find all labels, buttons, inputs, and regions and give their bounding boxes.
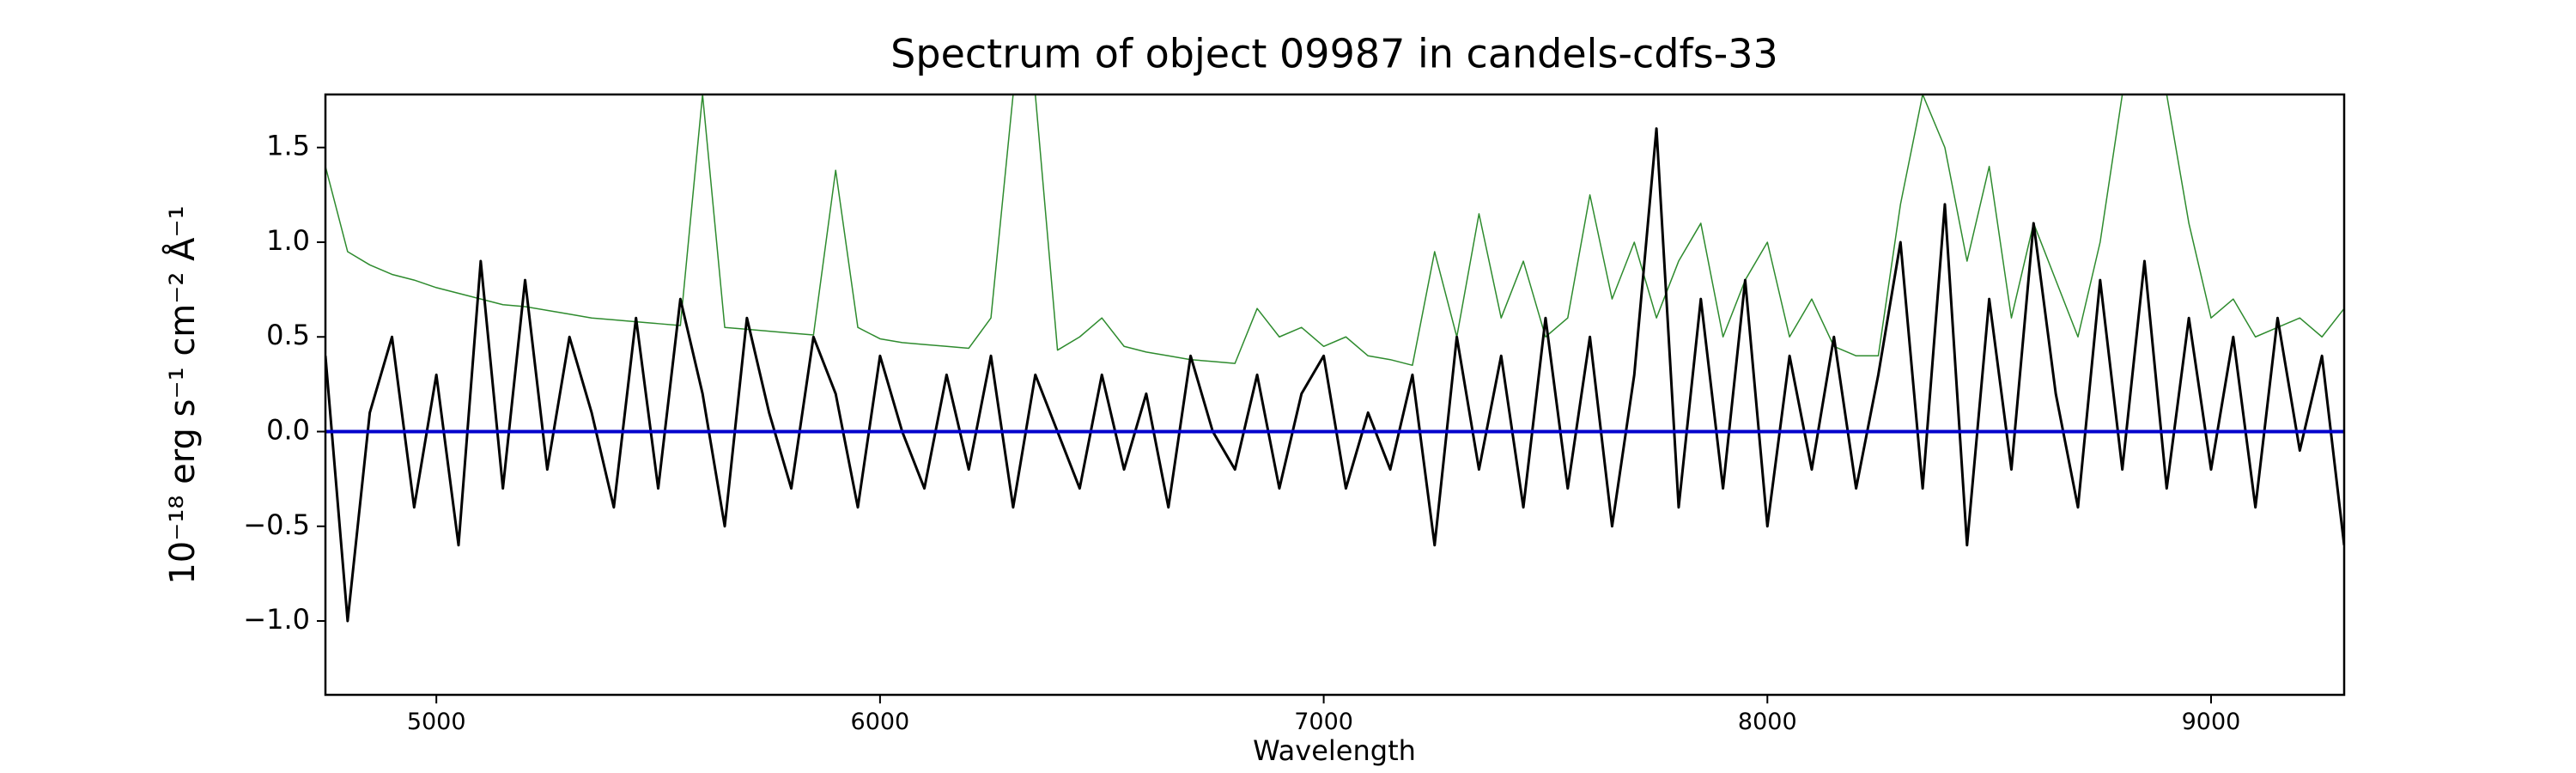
x-tick-label: 6000 — [851, 709, 910, 735]
plot-lines — [325, 94, 2344, 623]
plot-frame — [324, 93, 2346, 697]
y-tick-label: 1.5 — [266, 130, 310, 162]
x-tick-label: 9000 — [2182, 709, 2241, 735]
x-tick-label: 8000 — [1738, 709, 1797, 735]
y-tick-label: −0.5 — [243, 508, 310, 541]
x-axis-label: Wavelength — [1253, 734, 1416, 767]
x-tick-label: 5000 — [407, 709, 466, 735]
spectrum-line — [325, 94, 2344, 367]
spectrum-line — [325, 127, 2344, 623]
y-tick-label: 0.0 — [266, 413, 310, 446]
x-tick-label: 7000 — [1294, 709, 1353, 735]
chart-title: Spectrum of object 09987 in candels-cdfs… — [890, 31, 1778, 77]
y-axis-label: 10⁻¹⁸ erg s⁻¹ cm⁻² Å⁻¹ — [161, 205, 203, 584]
y-tick-label: 1.0 — [266, 224, 310, 257]
y-tick-label: −1.0 — [243, 603, 310, 636]
y-tick-label: 0.5 — [266, 319, 310, 351]
